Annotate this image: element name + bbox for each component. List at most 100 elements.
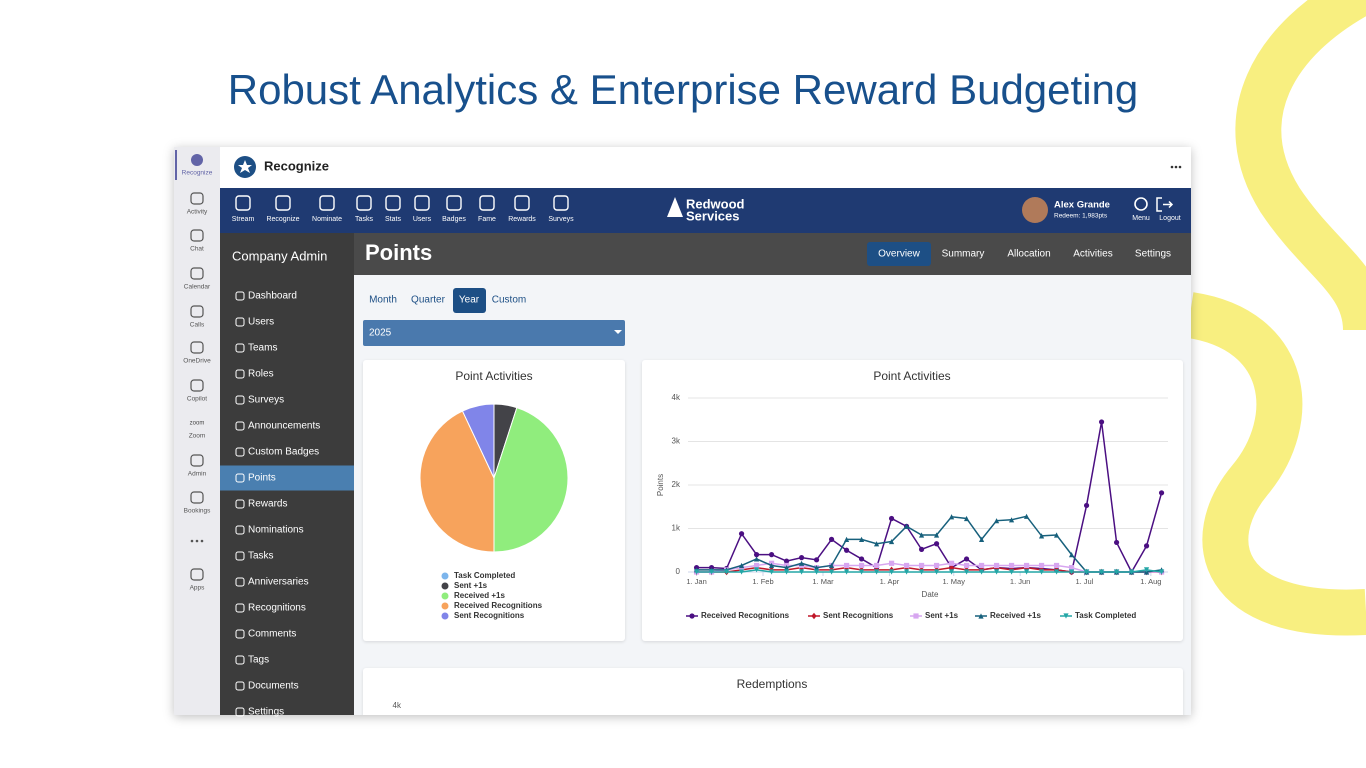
- marker: [828, 562, 835, 569]
- marker: [933, 562, 940, 569]
- rail-label: Copilot: [187, 396, 207, 403]
- period[interactable]: Custom: [492, 295, 526, 306]
- sidebar-item[interactable]: Rewards: [248, 499, 287, 510]
- marker: [963, 569, 970, 575]
- nav-right-item: Menu: [1132, 215, 1150, 222]
- nav-item[interactable]: Fame: [478, 216, 496, 223]
- sidebar-icon: [235, 655, 245, 665]
- marker: [1068, 569, 1075, 575]
- rail-icon: [190, 568, 204, 581]
- nav-icon: [275, 195, 291, 211]
- legend-marker: [1063, 613, 1069, 619]
- marker: [843, 547, 850, 553]
- marker: [1038, 562, 1045, 569]
- nav-item[interactable]: Tasks: [355, 216, 373, 223]
- user-name: Alex Grande: [1054, 200, 1110, 211]
- sidebar-item[interactable]: Settings: [248, 707, 284, 718]
- marker: [1053, 569, 1060, 575]
- marker: [888, 569, 895, 575]
- nav-item[interactable]: Stats: [385, 216, 401, 223]
- nav-item[interactable]: Users: [413, 216, 432, 223]
- marker: [918, 569, 925, 575]
- sidebar-item[interactable]: Users: [248, 317, 274, 328]
- marker: [1068, 552, 1075, 558]
- sidebar-item[interactable]: Recognitions: [248, 603, 306, 614]
- rail-more: [190, 539, 204, 543]
- sidebar-item[interactable]: Documents: [248, 681, 299, 692]
- nav-item[interactable]: Recognize: [266, 216, 299, 223]
- marker: [948, 514, 955, 520]
- marker: [1023, 562, 1030, 569]
- legend-marker: [913, 613, 919, 619]
- y-tick-label: 3k: [672, 437, 681, 446]
- tab[interactable]: Overview: [878, 249, 920, 260]
- sidebar-item[interactable]: Roles: [248, 369, 274, 380]
- marker: [783, 565, 790, 571]
- legend-swatch: [441, 582, 449, 590]
- rail-icon: [190, 341, 204, 354]
- page-title: Points: [365, 240, 432, 265]
- year-select[interactable]: [363, 320, 625, 346]
- nav-icon: [479, 195, 495, 211]
- y-tick-label: 0: [676, 567, 681, 576]
- marker: [693, 569, 700, 575]
- rail-label: Activity: [187, 209, 208, 216]
- period[interactable]: Year: [459, 295, 480, 306]
- marker: [963, 515, 970, 522]
- marker: [873, 541, 880, 547]
- marker: [948, 564, 955, 571]
- nav-item[interactable]: Nominate: [312, 216, 342, 223]
- rail-icon: [190, 192, 204, 205]
- marker: [768, 552, 775, 558]
- legend-marker: [811, 612, 817, 620]
- sidebar-item[interactable]: Surveys: [248, 395, 284, 406]
- sidebar-item[interactable]: Nominations: [248, 525, 304, 536]
- brand-tree: [667, 197, 683, 217]
- zoom-logo: zoom: [190, 421, 205, 427]
- x-tick-label: 1. Jun: [1010, 577, 1030, 586]
- marker: [798, 560, 805, 566]
- tab[interactable]: Summary: [942, 249, 985, 260]
- marker: [783, 569, 790, 575]
- x-tick-label: 1. Mar: [812, 577, 834, 586]
- sidebar-item[interactable]: Anniversaries: [248, 577, 309, 588]
- legend-label: Task Completed: [454, 571, 515, 580]
- sidebar-item[interactable]: Announcements: [248, 421, 320, 432]
- rail-label: OneDrive: [183, 358, 211, 365]
- sidebar-item[interactable]: Custom Badges: [248, 447, 319, 458]
- marker: [813, 565, 820, 571]
- brand-name: Services: [686, 208, 740, 223]
- marker: [1143, 567, 1150, 573]
- sidebar-icon: [235, 473, 245, 483]
- sidebar-item[interactable]: Tasks: [248, 551, 274, 562]
- sidebar-item[interactable]: Comments: [248, 629, 296, 640]
- rail-icon: [190, 267, 204, 280]
- nav-item[interactable]: Rewards: [508, 216, 536, 223]
- tab[interactable]: Allocation: [1007, 249, 1050, 260]
- rail-label: Bookings: [184, 508, 211, 515]
- sidebar-item[interactable]: Tags: [248, 655, 269, 666]
- period[interactable]: Month: [369, 295, 397, 306]
- page-header: [354, 233, 1191, 275]
- marker: [888, 560, 895, 566]
- tab[interactable]: Activities: [1073, 249, 1112, 260]
- marker: [1008, 562, 1015, 569]
- tab[interactable]: Settings: [1135, 249, 1171, 260]
- legend-swatch: [441, 602, 449, 610]
- nav-item[interactable]: Badges: [442, 216, 466, 223]
- period[interactable]: Quarter: [411, 295, 446, 306]
- nav-item[interactable]: Stream: [232, 216, 255, 223]
- marker: [1053, 532, 1060, 538]
- rail-label: Apps: [190, 585, 206, 592]
- nav-item[interactable]: Surveys: [548, 216, 574, 223]
- marker: [1113, 569, 1120, 575]
- x-tick-label: 1. Aug: [1140, 577, 1161, 586]
- sidebar-item[interactable]: Teams: [248, 343, 277, 354]
- year-select-value: 2025: [369, 328, 392, 339]
- legend-label: Sent Recognitions: [454, 611, 525, 620]
- rail-icon: [190, 229, 204, 242]
- sidebar-item[interactable]: Dashboard: [248, 291, 297, 302]
- sidebar-item[interactable]: Points: [248, 473, 276, 484]
- legend-label: Sent +1s: [925, 611, 959, 620]
- logout-icon: [1156, 197, 1174, 212]
